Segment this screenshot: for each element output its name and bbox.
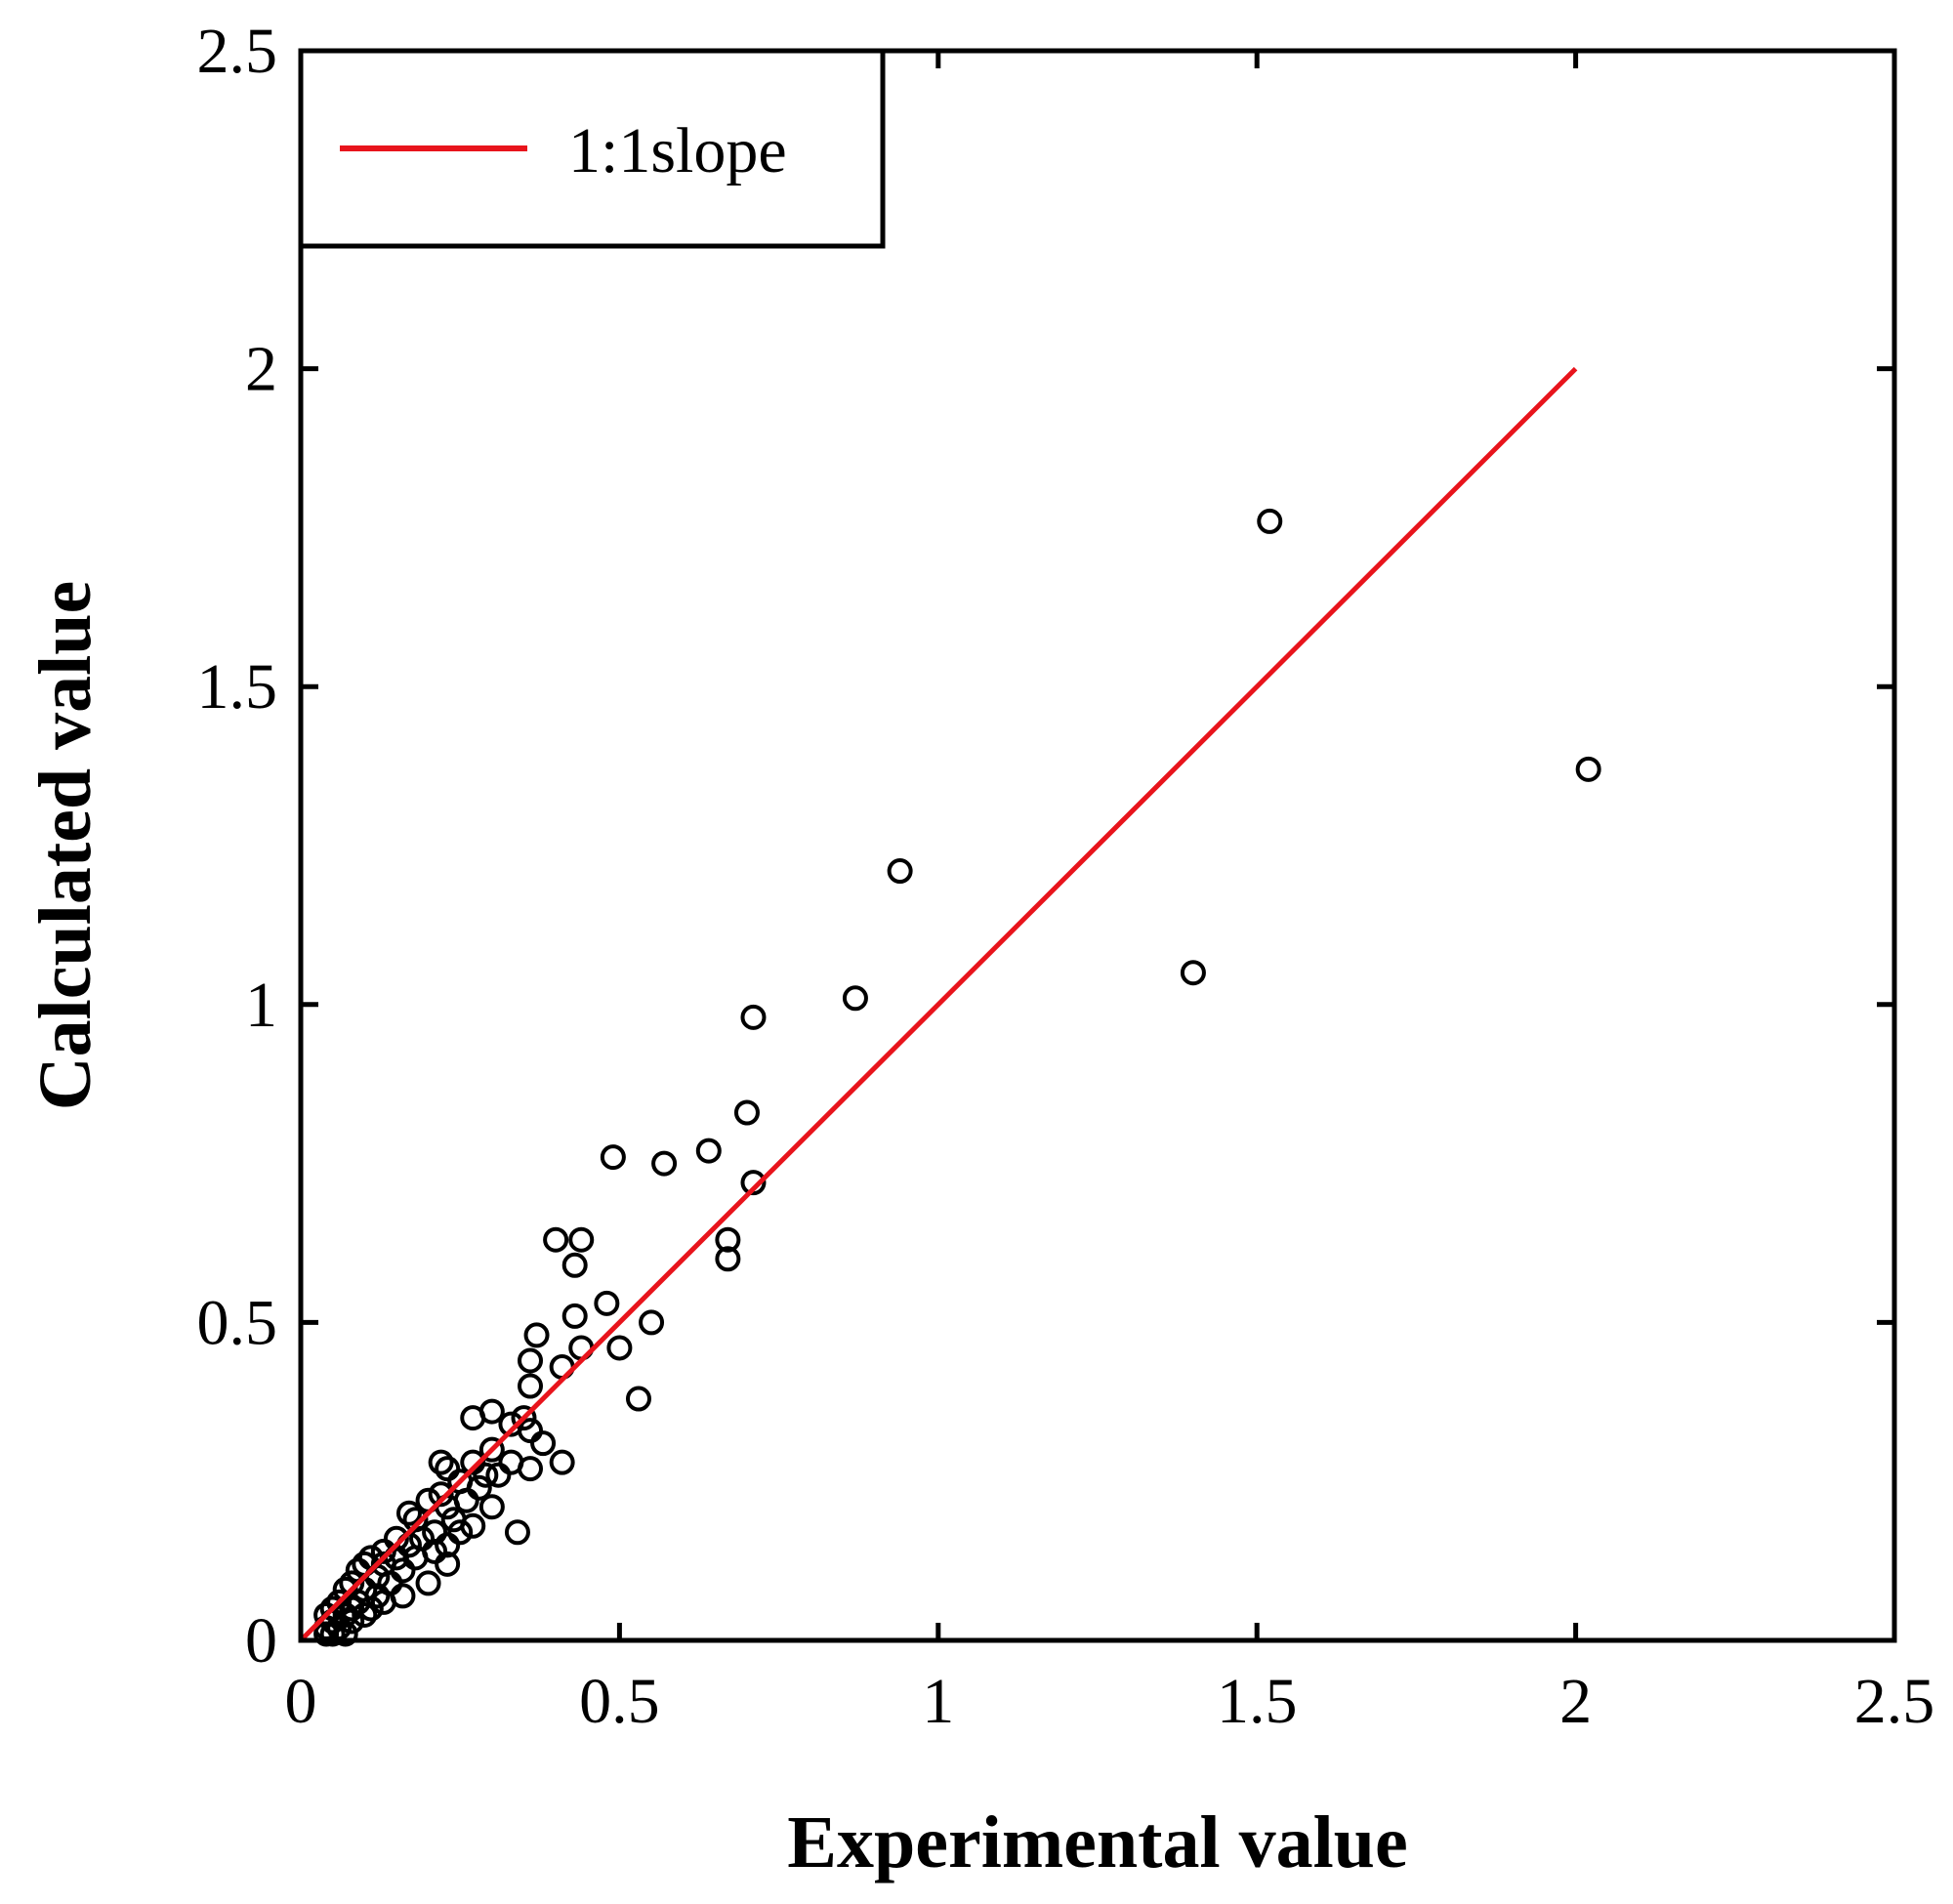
data-point-26 bbox=[511, 1405, 537, 1431]
data-point-8 bbox=[695, 1138, 722, 1164]
data-point-5 bbox=[740, 1004, 767, 1030]
data-point-24 bbox=[518, 1373, 544, 1399]
data-point-14 bbox=[568, 1226, 595, 1253]
data-point-38 bbox=[460, 1449, 486, 1475]
data-point-40 bbox=[485, 1462, 512, 1488]
x-tick-label-2: 1 bbox=[922, 1666, 954, 1737]
data-point-59 bbox=[370, 1538, 396, 1564]
data-point-7 bbox=[740, 1170, 767, 1196]
data-point-87 bbox=[339, 1608, 365, 1635]
data-point-4 bbox=[842, 985, 868, 1012]
data-point-20 bbox=[606, 1335, 633, 1361]
data-point-35 bbox=[518, 1456, 544, 1482]
data-point-2 bbox=[1180, 960, 1206, 986]
data-point-1 bbox=[1257, 508, 1283, 534]
one-to-one-line-layer bbox=[299, 366, 1578, 1642]
data-point-34 bbox=[549, 1449, 575, 1475]
tick-labels: 0 0.5 1 1.5 2 2.5 0 0.5 1 1.5 2 2.5 bbox=[197, 16, 1935, 1737]
x-tick-label-5: 2.5 bbox=[1854, 1666, 1935, 1737]
data-point-39 bbox=[473, 1462, 499, 1488]
data-point-46 bbox=[478, 1494, 505, 1520]
data-point-55 bbox=[383, 1525, 409, 1552]
data-point-30 bbox=[518, 1418, 544, 1444]
data-point-52 bbox=[504, 1519, 530, 1546]
legend: 1:1slope bbox=[298, 48, 886, 249]
data-point-31 bbox=[530, 1430, 557, 1457]
data-point-9 bbox=[600, 1144, 626, 1171]
data-point-79 bbox=[370, 1589, 396, 1615]
data-point-53 bbox=[422, 1519, 448, 1546]
data-point-67 bbox=[390, 1557, 416, 1584]
data-point-3 bbox=[887, 858, 913, 885]
data-point-58 bbox=[435, 1532, 461, 1558]
data-point-48 bbox=[395, 1500, 422, 1526]
data-point-54 bbox=[447, 1519, 474, 1546]
plot-frame bbox=[298, 48, 1897, 1643]
x-tick-label-4: 2 bbox=[1559, 1666, 1592, 1737]
data-point-13 bbox=[543, 1226, 569, 1253]
data-point-19 bbox=[523, 1322, 550, 1348]
y-tick-label-0: 0 bbox=[245, 1605, 277, 1676]
x-axis-title: Experimental value bbox=[787, 1801, 1407, 1883]
data-point-85 bbox=[352, 1601, 378, 1628]
data-point-84 bbox=[332, 1601, 358, 1628]
data-point-32 bbox=[478, 1436, 505, 1463]
y-axis-title: Calculated value bbox=[24, 581, 106, 1111]
data-point-25 bbox=[625, 1386, 651, 1412]
data-point-10 bbox=[651, 1150, 678, 1177]
data-point-42 bbox=[466, 1474, 492, 1501]
data-point-11 bbox=[715, 1226, 741, 1253]
data-point-16 bbox=[594, 1290, 620, 1316]
data-point-12 bbox=[715, 1246, 741, 1272]
data-point-15 bbox=[561, 1252, 588, 1278]
y-tick-label-4: 2 bbox=[245, 334, 277, 405]
data-point-6 bbox=[733, 1099, 760, 1126]
data-point-72 bbox=[415, 1570, 441, 1596]
data-points bbox=[313, 508, 1601, 1647]
one-to-one-line bbox=[299, 366, 1578, 1642]
x-tick-label-3: 1.5 bbox=[1217, 1666, 1298, 1737]
data-point-0 bbox=[1575, 756, 1601, 782]
data-point-63 bbox=[402, 1545, 429, 1571]
data-point-43 bbox=[428, 1481, 454, 1508]
y-tick-label-1: 0.5 bbox=[197, 1287, 278, 1358]
legend-label: 1:1slope bbox=[568, 115, 787, 186]
data-point-64 bbox=[435, 1551, 461, 1577]
y-tick-label-3: 1.5 bbox=[197, 651, 278, 723]
data-point-36 bbox=[428, 1449, 454, 1475]
y-tick-label-5: 2.5 bbox=[197, 16, 278, 87]
x-tick-label-0: 0 bbox=[285, 1666, 317, 1737]
y-tick-label-2: 1 bbox=[245, 970, 277, 1041]
data-point-51 bbox=[460, 1512, 486, 1539]
x-tick-label-1: 0.5 bbox=[579, 1666, 660, 1737]
data-point-82 bbox=[357, 1595, 384, 1622]
data-point-18 bbox=[639, 1309, 665, 1336]
data-point-92 bbox=[313, 1621, 340, 1647]
data-point-91 bbox=[332, 1621, 358, 1647]
data-point-17 bbox=[561, 1303, 588, 1329]
data-point-37 bbox=[435, 1456, 461, 1482]
data-point-28 bbox=[460, 1405, 486, 1431]
data-point-22 bbox=[518, 1347, 544, 1374]
data-point-81 bbox=[339, 1595, 365, 1622]
